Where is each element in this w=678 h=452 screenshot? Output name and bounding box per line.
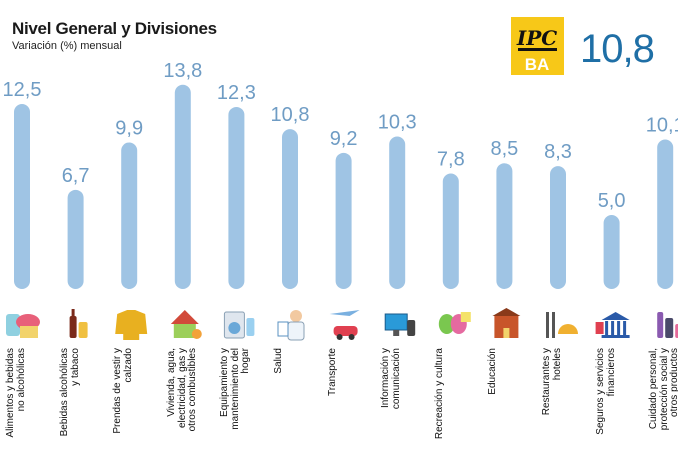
bar-5 bbox=[282, 129, 298, 289]
bar-8 bbox=[442, 173, 459, 289]
chart-title: Nivel General y Divisiones bbox=[12, 19, 217, 38]
logo-background bbox=[511, 17, 564, 75]
value-label-7: 10,3 bbox=[378, 112, 417, 134]
category-label-8: Recreación y cultura bbox=[433, 348, 445, 440]
value-label-6: 9,2 bbox=[330, 128, 358, 150]
category-label-2: Prendas de vestir y calzado bbox=[112, 348, 134, 434]
overall-index-value: 10,8 bbox=[580, 27, 655, 71]
category-label-0: Alimentos y bebidas no alcohólicas bbox=[5, 348, 27, 438]
chart-header: Nivel General y Divisiones Variación (%)… bbox=[12, 19, 217, 53]
value-label-12: 10,1 bbox=[646, 115, 678, 137]
value-label-3: 13,8 bbox=[163, 60, 202, 82]
bar-2 bbox=[121, 142, 138, 289]
bar-0 bbox=[14, 104, 30, 289]
house-icon bbox=[170, 310, 202, 339]
bar-1 bbox=[67, 189, 84, 289]
category-label-12: Cuidado personal, protección social y ot… bbox=[648, 348, 678, 431]
jacket-icon bbox=[115, 310, 148, 340]
bar-9 bbox=[496, 163, 513, 289]
personal-care-icon bbox=[657, 312, 678, 338]
logo-text-top: IPC bbox=[516, 26, 557, 50]
computer-icon bbox=[384, 313, 416, 336]
bar-7 bbox=[389, 136, 406, 289]
category-label-1: Bebidas alcohólicas y tabaco bbox=[58, 348, 81, 437]
bank-icon bbox=[595, 312, 630, 338]
value-label-9: 8,5 bbox=[490, 138, 518, 160]
category-label-9: Educación bbox=[487, 348, 499, 395]
chart-subtitle: Variación (%) mensual bbox=[12, 40, 122, 52]
washing-machine-icon bbox=[223, 311, 255, 339]
value-label-0: 12,5 bbox=[3, 79, 42, 101]
value-label-11: 5,0 bbox=[598, 190, 626, 212]
bar-3 bbox=[174, 84, 191, 289]
category-label-11: Seguros y servicios financieros bbox=[594, 348, 617, 435]
category-label-6: Transporte bbox=[326, 348, 338, 396]
logo-underline bbox=[518, 48, 557, 51]
car-plane-icon bbox=[329, 310, 360, 340]
school-icon bbox=[492, 308, 521, 338]
doctor-icon bbox=[277, 310, 305, 341]
category-label-10: Restaurantes y hoteles bbox=[541, 348, 563, 416]
wine-bottle-icon bbox=[69, 309, 88, 338]
logo-text-bottom: BA bbox=[525, 55, 550, 74]
food-basket-icon bbox=[6, 314, 40, 338]
bar-12 bbox=[657, 139, 674, 289]
bar-10 bbox=[550, 166, 566, 289]
theater-masks-icon bbox=[438, 312, 471, 334]
category-label-3: Vivienda, agua, electricidad, gas y otro… bbox=[165, 348, 198, 432]
value-label-2: 9,9 bbox=[115, 117, 143, 139]
value-label-1: 6,7 bbox=[62, 165, 90, 187]
category-label-4: Equipamiento y mantenimiento del hogar bbox=[219, 348, 252, 430]
value-label-5: 10,8 bbox=[271, 104, 310, 126]
bar-6 bbox=[335, 152, 352, 289]
value-label-4: 12,3 bbox=[217, 82, 256, 104]
category-label-5: Salud bbox=[273, 348, 284, 374]
bar-11 bbox=[603, 215, 620, 289]
bar-4 bbox=[228, 106, 245, 290]
value-label-8: 7,8 bbox=[437, 149, 465, 171]
cutlery-icon bbox=[546, 312, 578, 338]
value-label-10: 8,3 bbox=[544, 141, 572, 163]
category-label-7: Información y comunicación bbox=[380, 348, 402, 410]
ipc-ba-logo: IPC BA bbox=[511, 17, 564, 75]
